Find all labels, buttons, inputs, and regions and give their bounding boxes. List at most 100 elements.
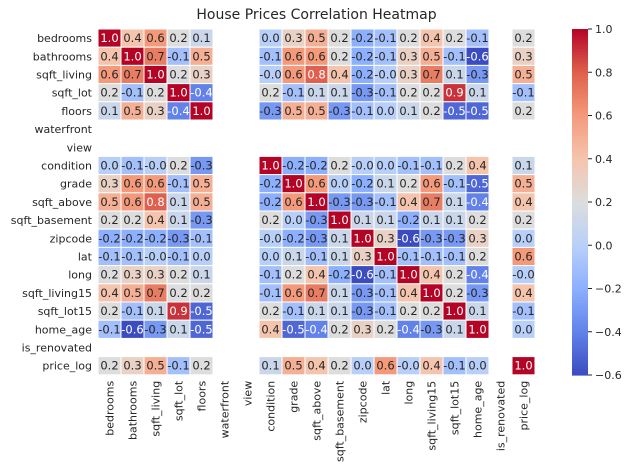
y-tick-label: sqft_living	[36, 69, 92, 82]
colorbar-segment	[572, 213, 588, 218]
cell-value-label: 0.1	[192, 31, 210, 45]
colorbar-segment	[572, 334, 588, 339]
colorbar-segment	[572, 184, 588, 189]
colorbar-segment	[572, 343, 588, 347]
cell-value-label: 0.1	[376, 213, 394, 227]
colorbar-segment	[572, 242, 588, 246]
cell-value-label: 0.1	[330, 250, 348, 264]
cell-value-label: 0.7	[146, 286, 164, 300]
heatmap-cell	[511, 356, 536, 376]
cell-value-label: -0.6	[351, 268, 373, 282]
colorbar-segment	[572, 95, 588, 99]
colorbar-segment	[572, 121, 588, 125]
x-tick-label: long	[403, 381, 416, 405]
cell-value-label: -0.3	[190, 213, 212, 227]
cell-value-label: 0.1	[146, 304, 164, 318]
heatmap-cells: 1.0 0.4 0.6 0.2 0.1 0.0 0.3 0.5 0.2 -0.2 -0.1 0.2 0.…	[97, 28, 536, 376]
cell-value-label: 0.1	[169, 195, 187, 209]
cell-value-label: 0.5	[123, 104, 141, 118]
colorbar-segment	[572, 225, 588, 229]
x-tick-label: sqft_lot	[173, 380, 186, 421]
cell-value-label: 0.1	[445, 213, 463, 227]
cell-value-label: 0.1	[261, 359, 279, 373]
cell-value-label: 0.3	[123, 268, 141, 282]
cell-value-label: 0.4	[261, 322, 279, 336]
colorbar-segment	[572, 302, 588, 307]
cell-value-label: -0.1	[374, 31, 396, 45]
colorbar-tick-label: −0.6	[595, 369, 622, 382]
y-tick-label: view	[67, 141, 92, 154]
cell-value-label: 0.0	[514, 231, 532, 245]
cell-value-label: 0.2	[169, 286, 187, 300]
cell-value-label: 0.3	[146, 104, 164, 118]
cell-value-label: 0.5	[100, 195, 118, 209]
colorbar-segment	[572, 323, 588, 327]
colorbar-segment	[572, 366, 588, 370]
colorbar-segment	[572, 69, 588, 73]
colorbar-tick-label: 0.2	[595, 196, 613, 209]
colorbar-segment	[572, 271, 588, 275]
colorbar-segment	[572, 52, 588, 56]
y-tick-label: is_renovated	[22, 342, 92, 355]
colorbar-segment	[572, 216, 588, 220]
cell-value-label: 0.6	[284, 286, 302, 300]
cell-value-label: 0.0	[376, 159, 394, 173]
cell-value-label: -0.3	[328, 104, 350, 118]
cell-value-label: 0.1	[445, 195, 463, 209]
cell-value-label: -0.5	[466, 104, 488, 118]
cell-value-label: 0.4	[514, 286, 532, 300]
colorbar-segment	[572, 331, 588, 336]
cell-value-label: 0.2	[100, 213, 118, 227]
cell-value-label: 0.3	[376, 231, 394, 245]
colorbar-segment	[572, 314, 588, 318]
colorbar-segment	[572, 340, 588, 344]
cell-value-label: 0.7	[422, 195, 440, 209]
cell-value-label: 0.6	[376, 359, 394, 373]
cell-value-label: 0.5	[284, 359, 302, 373]
cell-value-label: -0.1	[512, 304, 534, 318]
cell-value-label: 1.0	[468, 322, 486, 336]
cell-value-label: 0.2	[169, 159, 187, 173]
colorbar-segment	[572, 92, 588, 96]
colorbar-segment	[572, 158, 588, 163]
y-tick-label: zipcode	[50, 232, 93, 245]
cell-value-label: 1.0	[307, 195, 325, 209]
colorbar-segment	[572, 89, 588, 94]
cell-value-label: 0.1	[353, 213, 371, 227]
colorbar-segment	[572, 170, 588, 174]
cell-value-label: 0.1	[100, 104, 118, 118]
cell-value-label: 0.7	[123, 68, 141, 82]
cell-value-label: 0.3	[353, 322, 371, 336]
cell-value-label: 0.4	[468, 159, 486, 173]
colorbar-segment	[572, 187, 588, 192]
cell-value-label: 0.2	[261, 86, 279, 100]
cell-value-label: -0.4	[305, 322, 327, 336]
colorbar-segment	[572, 207, 588, 212]
y-tick-label: lat	[78, 251, 93, 264]
colorbar-segment	[572, 54, 588, 59]
cell-value-label: -0.0	[374, 68, 396, 82]
colorbar-segment	[572, 222, 588, 226]
heatmap-cell	[511, 319, 536, 339]
x-tick-label: price_log	[518, 381, 531, 431]
cell-value-label: -0.1	[167, 359, 189, 373]
cell-value-label: -0.2	[397, 213, 419, 227]
cell-value-label: 1.0	[123, 49, 141, 63]
colorbar-segment	[572, 262, 588, 267]
colorbar-segment	[572, 253, 588, 258]
cell-value-label: 0.6	[123, 177, 141, 191]
colorbar-segment	[572, 325, 588, 330]
colorbar-segment	[572, 279, 588, 284]
x-tick-label: sqft_living15	[426, 381, 439, 451]
cell-value-label: 0.4	[307, 359, 325, 373]
colorbar-segment	[572, 129, 588, 134]
colorbar-segment	[572, 43, 588, 47]
cell-value-label: 1.0	[445, 304, 463, 318]
cell-value-label: -0.1	[420, 250, 442, 264]
colorbar-segment	[572, 297, 588, 301]
cell-value-label: 0.6	[307, 177, 325, 191]
x-tick-label: sqft_lot15	[449, 381, 462, 435]
cell-value-label: 1.0	[169, 86, 187, 100]
colorbar-tick-label: −0.2	[595, 283, 622, 296]
colorbar-segment	[572, 308, 588, 313]
